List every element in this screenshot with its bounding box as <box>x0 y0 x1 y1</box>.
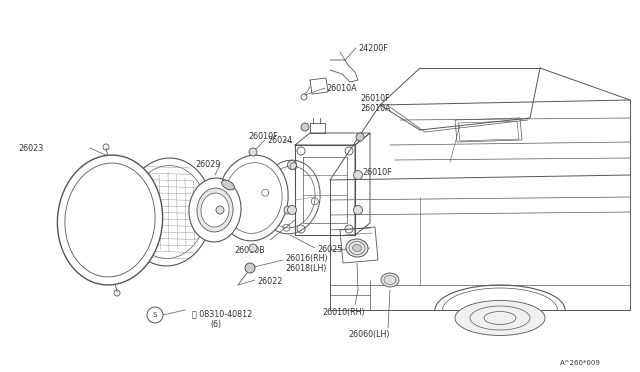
Text: 26022: 26022 <box>257 277 282 286</box>
Circle shape <box>249 244 257 252</box>
Text: 26010F: 26010F <box>362 168 392 177</box>
Text: 26010F: 26010F <box>360 94 390 103</box>
Text: 26012Q: 26012Q <box>170 174 202 183</box>
Text: 24200F: 24200F <box>358 44 388 53</box>
Text: 26016(RH): 26016(RH) <box>285 254 328 263</box>
Text: S: S <box>153 312 157 318</box>
Text: 26025: 26025 <box>317 245 342 254</box>
Circle shape <box>287 205 296 215</box>
Text: 26024: 26024 <box>267 136 292 145</box>
Text: A^260*009: A^260*009 <box>560 360 601 366</box>
Ellipse shape <box>221 180 234 190</box>
Ellipse shape <box>346 239 368 257</box>
Ellipse shape <box>201 193 229 227</box>
Circle shape <box>353 170 362 180</box>
Text: 26010F: 26010F <box>248 132 278 141</box>
Text: 26018(LH): 26018(LH) <box>285 264 326 273</box>
Circle shape <box>216 206 224 214</box>
Ellipse shape <box>260 160 320 234</box>
Ellipse shape <box>455 301 545 336</box>
Text: Ⓢ 08310-40812: Ⓢ 08310-40812 <box>192 309 252 318</box>
Text: 26023: 26023 <box>18 144 44 153</box>
Circle shape <box>356 133 364 141</box>
Circle shape <box>245 263 255 273</box>
Ellipse shape <box>353 244 362 251</box>
Text: 26010A: 26010A <box>360 104 390 113</box>
Circle shape <box>249 148 257 156</box>
Text: 26010B: 26010B <box>234 246 264 255</box>
Ellipse shape <box>189 178 241 242</box>
Circle shape <box>353 205 362 215</box>
Text: (6): (6) <box>210 320 221 329</box>
Circle shape <box>284 206 292 214</box>
Ellipse shape <box>197 188 233 232</box>
Text: 26010(RH): 26010(RH) <box>322 308 365 317</box>
Circle shape <box>301 123 309 131</box>
Ellipse shape <box>124 158 212 266</box>
Text: 26010A: 26010A <box>326 84 356 93</box>
Text: 26029: 26029 <box>195 160 220 169</box>
Ellipse shape <box>58 155 163 285</box>
Ellipse shape <box>381 273 399 287</box>
Text: 26060(LH): 26060(LH) <box>348 330 390 339</box>
Circle shape <box>287 160 296 170</box>
Ellipse shape <box>218 155 288 241</box>
